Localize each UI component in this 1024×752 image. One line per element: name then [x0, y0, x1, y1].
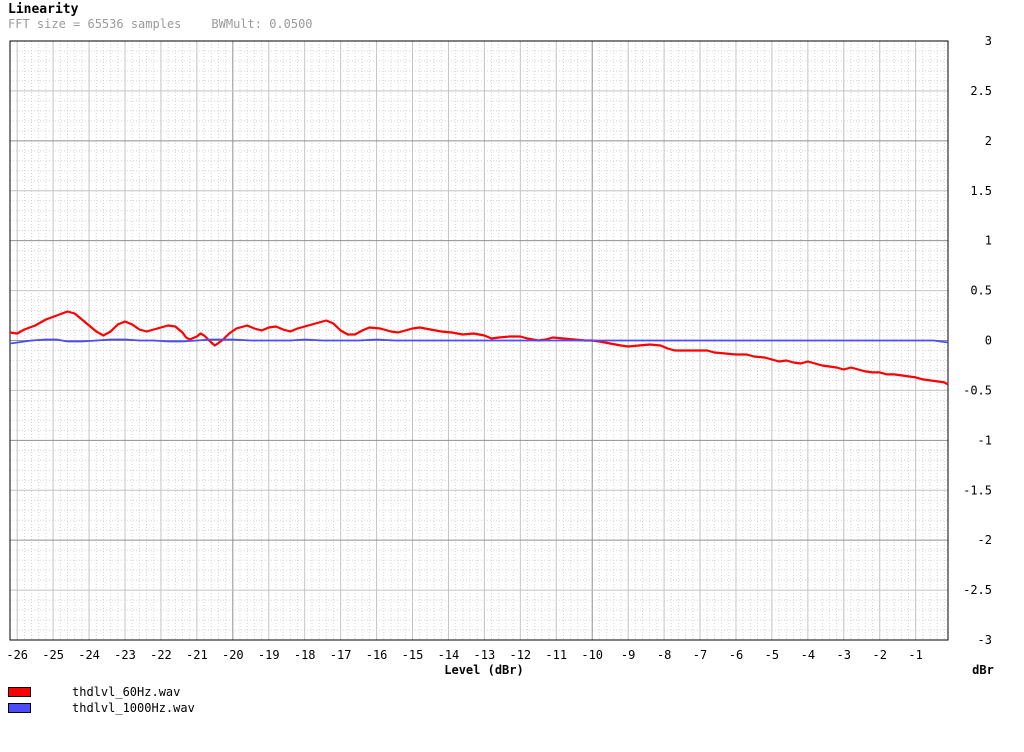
x-tick-label: -23 — [114, 648, 136, 662]
x-tick-label: -4 — [801, 648, 815, 662]
legend-swatch-1000hz — [8, 703, 31, 713]
x-tick-label: -3 — [837, 648, 851, 662]
legend-label-60hz: thdlvl_60Hz.wav — [72, 685, 181, 699]
fft-size-text: FFT size = 65536 samples — [8, 17, 182, 31]
x-tick-label: -11 — [545, 648, 567, 662]
x-tick-label: -7 — [693, 648, 707, 662]
x-tick-label: -21 — [186, 648, 208, 662]
series-line-60hz — [9, 310, 949, 386]
legend-item-60hz: thdlvl_60Hz.wav — [8, 684, 180, 700]
series-layer — [9, 310, 949, 386]
x-tick-label: -13 — [474, 648, 496, 662]
x-tick-label: -22 — [150, 648, 172, 662]
y-tick-label: 1.5 — [970, 184, 992, 198]
y-tick-label: -1.5 — [963, 483, 992, 497]
y-tick-label: -1 — [978, 433, 992, 447]
x-tick-label: -25 — [42, 648, 64, 662]
x-tick-label: -15 — [402, 648, 424, 662]
x-axis-label: Level (dBr) — [444, 663, 523, 677]
y-tick-label: 0 — [985, 334, 992, 348]
x-tick-label: -26 — [6, 648, 28, 662]
y-tick-label: -2.5 — [963, 583, 992, 597]
x-tick-label: -6 — [729, 648, 743, 662]
y-tick-label: 2 — [985, 134, 992, 148]
y-tick-labels: 3 2.5 2 1.5 1 0.5 0 -0.5 -1 -1.5 -2 -2.5 -3 — [963, 34, 992, 647]
x-tick-label: -2 — [872, 648, 886, 662]
x-tick-label: -17 — [330, 648, 352, 662]
x-tick-labels: -26 -25 -24 -23 -22 -21 -20 -19 -18 -17 -16 -15 -14-… — [6, 648, 923, 662]
x-tick-label: -16 — [366, 648, 388, 662]
legend-swatch-60hz — [8, 687, 31, 697]
x-tick-label: -14 — [438, 648, 460, 662]
x-tick-label: -19 — [258, 648, 280, 662]
x-tick-label: -9 — [621, 648, 635, 662]
chart-title: Linearity — [8, 2, 79, 17]
x-tick-label: -24 — [78, 648, 100, 662]
series-line-1000hz — [9, 338, 949, 345]
x-tick-label: -8 — [657, 648, 671, 662]
y-tick-label: -3 — [978, 633, 992, 647]
x-tick-label: -10 — [581, 648, 603, 662]
x-tick-label: -20 — [222, 648, 244, 662]
x-tick-label: -5 — [765, 648, 779, 662]
y-tick-label: 0.5 — [970, 284, 992, 298]
y-tick-label: 3 — [985, 34, 992, 48]
x-tick-label: -1 — [908, 648, 922, 662]
legend-label-1000hz: thdlvl_1000Hz.wav — [72, 701, 195, 715]
legend-item-1000hz: thdlvl_1000Hz.wav — [8, 700, 195, 716]
plot-frame — [9, 40, 949, 641]
x-tick-label: -18 — [294, 648, 316, 662]
legend: thdlvl_60Hz.wav thdlvl_1000Hz.wav — [8, 684, 195, 716]
y-tick-label: 2.5 — [970, 84, 992, 98]
y-axis-unit-label: dBr — [972, 663, 994, 677]
x-tick-label: -12 — [509, 648, 531, 662]
chart-subtitle: FFT size = 65536 samples BWMult: 0.0500 — [8, 17, 343, 31]
y-tick-label: -2 — [978, 533, 992, 547]
bw-mult-text: BWMult: 0.0500 — [211, 17, 313, 31]
y-tick-label: 1 — [985, 234, 992, 248]
y-tick-label: -0.5 — [963, 383, 992, 397]
